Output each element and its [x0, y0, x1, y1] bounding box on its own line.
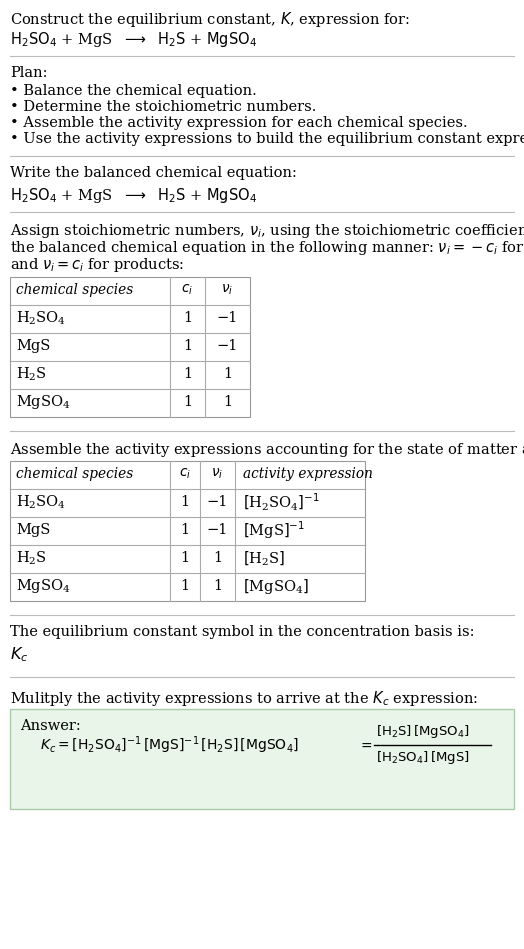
- Text: $K_c = [\mathrm{H_2SO_4}]^{-1}\,[\mathrm{MgS}]^{-1}\,[\mathrm{H_2S}]\,[\mathrm{M: $K_c = [\mathrm{H_2SO_4}]^{-1}\,[\mathrm…: [40, 735, 299, 755]
- Text: $\nu_i$: $\nu_i$: [211, 467, 224, 481]
- Text: $[\mathregular{H_2SO_4}]^{-1}$: $[\mathregular{H_2SO_4}]^{-1}$: [243, 492, 320, 512]
- Text: $[\mathregular{MgS}]^{-1}$: $[\mathregular{MgS}]^{-1}$: [243, 519, 305, 541]
- Text: Assign stoichiometric numbers, $\nu_i$, using the stoichiometric coefficients, $: Assign stoichiometric numbers, $\nu_i$, …: [10, 222, 524, 240]
- Text: Mulitply the activity expressions to arrive at the $K_c$ expression:: Mulitply the activity expressions to arr…: [10, 689, 478, 708]
- Text: $\mathrm{H_2SO_4}$ + MgS  $\longrightarrow$  $\mathrm{H_2S}$ + $\mathrm{MgSO_4}$: $\mathrm{H_2SO_4}$ + MgS $\longrightarro…: [10, 186, 257, 205]
- Text: $\mathregular{MgSO_4}$: $\mathregular{MgSO_4}$: [16, 577, 71, 595]
- Text: The equilibrium constant symbol in the concentration basis is:: The equilibrium constant symbol in the c…: [10, 625, 475, 639]
- Text: $\mathrm{H_2SO_4}$ + MgS  $\longrightarrow$  $\mathrm{H_2S}$ + $\mathrm{MgSO_4}$: $\mathrm{H_2SO_4}$ + MgS $\longrightarro…: [10, 30, 257, 49]
- Text: 1: 1: [183, 339, 192, 353]
- Text: $[\mathrm{H_2SO_4}]\,[\mathrm{MgS}]$: $[\mathrm{H_2SO_4}]\,[\mathrm{MgS}]$: [376, 750, 470, 767]
- Text: $[\mathregular{MgSO_4}]$: $[\mathregular{MgSO_4}]$: [243, 576, 309, 596]
- Text: $[\mathregular{H_2S}]$: $[\mathregular{H_2S}]$: [243, 549, 285, 567]
- Text: and $\nu_i = c_i$ for products:: and $\nu_i = c_i$ for products:: [10, 256, 184, 274]
- Text: $=$: $=$: [358, 738, 373, 752]
- Text: $\nu_i$: $\nu_i$: [222, 283, 234, 297]
- Text: $c_i$: $c_i$: [179, 467, 191, 481]
- Text: $[\mathrm{H_2S}]\,[\mathrm{MgSO_4}]$: $[\mathrm{H_2S}]\,[\mathrm{MgSO_4}]$: [376, 723, 470, 740]
- Text: 1: 1: [183, 311, 192, 325]
- Text: $\mathregular{H_2SO_4}$: $\mathregular{H_2SO_4}$: [16, 493, 66, 511]
- Text: $\mathregular{MgSO_4}$: $\mathregular{MgSO_4}$: [16, 393, 71, 411]
- Text: 1: 1: [180, 523, 190, 537]
- Text: • Assemble the activity expression for each chemical species.: • Assemble the activity expression for e…: [10, 116, 467, 130]
- Text: −1: −1: [207, 523, 228, 537]
- Text: Write the balanced chemical equation:: Write the balanced chemical equation:: [10, 166, 297, 180]
- Text: 1: 1: [180, 551, 190, 565]
- Bar: [10, 709, 514, 809]
- Text: $\mathregular{H_2S}$: $\mathregular{H_2S}$: [16, 365, 47, 382]
- Text: Assemble the activity expressions accounting for the state of matter and $\nu_i$: Assemble the activity expressions accoun…: [10, 441, 524, 459]
- Text: MgS: MgS: [16, 339, 50, 353]
- Text: 1: 1: [223, 395, 232, 409]
- Text: $K_c$: $K_c$: [10, 645, 28, 663]
- Text: 1: 1: [183, 367, 192, 381]
- Text: $c_i$: $c_i$: [181, 283, 193, 297]
- Text: −1: −1: [207, 495, 228, 509]
- Text: activity expression: activity expression: [243, 467, 373, 481]
- Text: $\mathregular{H_2S}$: $\mathregular{H_2S}$: [16, 549, 47, 567]
- Text: 1: 1: [180, 579, 190, 593]
- Text: Plan:: Plan:: [10, 66, 48, 80]
- Text: Answer:: Answer:: [20, 719, 81, 733]
- Text: chemical species: chemical species: [16, 467, 133, 481]
- Bar: [10, 461, 365, 601]
- Text: Construct the equilibrium constant, $K$, expression for:: Construct the equilibrium constant, $K$,…: [10, 10, 410, 29]
- Text: −1: −1: [217, 311, 238, 325]
- Bar: [10, 277, 250, 417]
- Text: 1: 1: [213, 579, 222, 593]
- Text: chemical species: chemical species: [16, 283, 133, 297]
- Text: MgS: MgS: [16, 523, 50, 537]
- Text: $\mathregular{H_2SO_4}$: $\mathregular{H_2SO_4}$: [16, 309, 66, 326]
- Text: • Balance the chemical equation.: • Balance the chemical equation.: [10, 84, 257, 98]
- Text: −1: −1: [217, 339, 238, 353]
- Text: • Use the activity expressions to build the equilibrium constant expression.: • Use the activity expressions to build …: [10, 132, 524, 146]
- Text: 1: 1: [180, 495, 190, 509]
- Text: 1: 1: [223, 367, 232, 381]
- Text: • Determine the stoichiometric numbers.: • Determine the stoichiometric numbers.: [10, 100, 316, 114]
- Text: 1: 1: [183, 395, 192, 409]
- Text: 1: 1: [213, 551, 222, 565]
- Text: the balanced chemical equation in the following manner: $\nu_i = -c_i$ for react: the balanced chemical equation in the fo…: [10, 239, 524, 257]
